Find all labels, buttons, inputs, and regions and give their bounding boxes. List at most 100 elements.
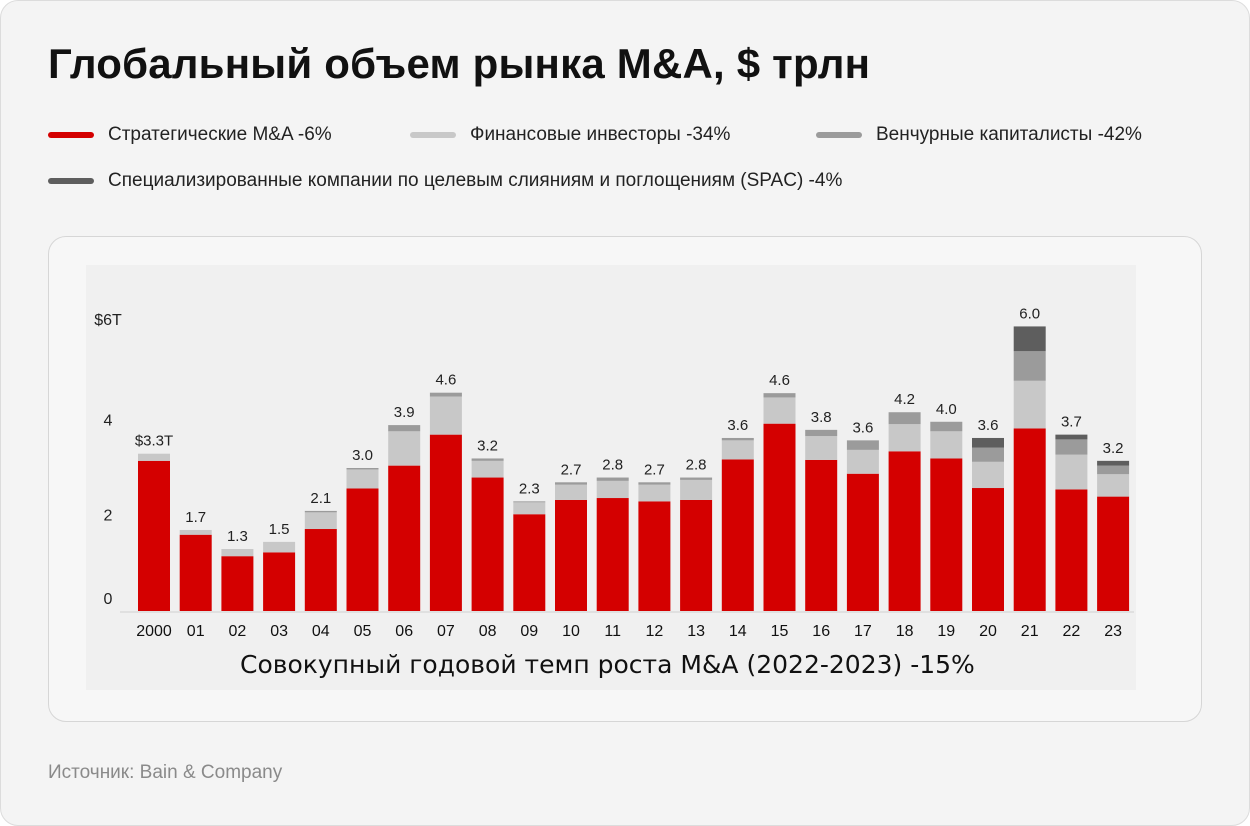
legend-swatch-venture <box>816 132 862 138</box>
x-tick-label: 18 <box>896 623 914 640</box>
x-tick-label: 21 <box>1021 623 1039 640</box>
bar-segment-strategic <box>179 534 212 611</box>
x-tick-label: 10 <box>562 623 580 640</box>
bar-total-label: 3.6 <box>727 417 748 434</box>
bar-total-label: 1.7 <box>185 509 206 526</box>
bar-segment-venture <box>972 447 1004 462</box>
bar-segment-strategic <box>1013 428 1046 611</box>
bar-segment-venture <box>429 392 462 397</box>
bar-segment-strategic <box>805 459 838 611</box>
bar-segment-financial <box>972 461 1004 489</box>
x-tick-label: 03 <box>270 623 288 640</box>
x-tick-label: 02 <box>229 623 247 640</box>
bar-segment-financial <box>429 396 462 435</box>
bar-segment-venture <box>805 429 838 437</box>
x-tick-label: 11 <box>604 623 621 640</box>
bar-total-label: 2.7 <box>561 461 582 478</box>
bar-segment-financial <box>1013 380 1046 429</box>
bar-total-label: 3.0 <box>352 447 373 464</box>
legend-item-spac: Специализированные компании по целевым с… <box>48 170 842 192</box>
legend-label-venture: Венчурные капиталисты -42% <box>876 124 1142 145</box>
bar-total-label: 6.0 <box>1019 305 1040 322</box>
bar-segment-strategic <box>763 423 796 611</box>
bar-segment-strategic <box>1097 496 1130 611</box>
bar-segment-venture <box>638 482 671 485</box>
y-tick-label: 0 <box>104 591 113 608</box>
legend-label-spac: Специализированные компании по целевым с… <box>108 170 843 191</box>
bar-segment-strategic <box>429 434 462 611</box>
bar-segment-strategic <box>471 477 504 611</box>
bar-segment-venture <box>513 501 546 503</box>
bar-total-label: 3.6 <box>978 417 999 434</box>
bar-segment-financial <box>763 397 796 424</box>
bar-total-label: 4.2 <box>894 391 915 408</box>
bar-segment-financial <box>930 431 963 459</box>
bar-segment-strategic <box>555 499 587 611</box>
legend-swatch-strategic <box>48 132 94 138</box>
bar-total-label: 2.8 <box>686 457 707 474</box>
legend-swatch-financial <box>410 132 456 138</box>
bar-segment-financial <box>555 484 587 500</box>
x-tick-label: 13 <box>687 623 705 640</box>
legend-item-strategic: Стратегические M&A -6% <box>48 124 332 146</box>
x-tick-label: 06 <box>395 623 413 640</box>
x-tick-label: 01 <box>187 623 205 640</box>
source-note: Источник: Bain & Company <box>48 762 283 783</box>
bar-segment-venture <box>596 477 629 481</box>
bar-total-label: 1.3 <box>227 528 248 545</box>
legend-label-financial: Финансовые инвесторы -34% <box>470 124 731 145</box>
bar-segment-financial <box>888 424 921 452</box>
x-tick-label: 22 <box>1063 623 1081 640</box>
bar-segment-venture <box>721 437 754 441</box>
bar-segment-venture <box>1055 439 1088 455</box>
bar-segment-venture <box>388 425 421 432</box>
bar-segment-financial <box>221 549 254 557</box>
bar-total-label: 3.2 <box>477 437 498 454</box>
bar-segment-financial <box>263 541 296 553</box>
chart-subtitle: Совокупный годовой темп роста M&A (2022-… <box>240 650 975 679</box>
y-tick-label: $6T <box>94 312 122 329</box>
bar-segment-strategic <box>888 451 921 611</box>
bar-segment-financial <box>596 480 629 499</box>
bar-segment-financial <box>304 512 337 530</box>
bar-segment-strategic <box>1055 489 1088 611</box>
x-tick-label: 08 <box>479 623 497 640</box>
bar-segment-financial <box>1055 454 1088 490</box>
bar-total-label: 4.6 <box>769 372 790 389</box>
bar-total-label: 1.5 <box>269 521 290 538</box>
bar-segment-financial <box>388 431 421 466</box>
bar-segment-financial <box>513 502 546 515</box>
bar-segment-venture <box>555 482 587 485</box>
bar-segment-financial <box>721 440 754 460</box>
x-tick-label: 23 <box>1104 623 1122 640</box>
bar-segment-financial <box>471 460 504 478</box>
x-tick-label: 19 <box>937 623 955 640</box>
bar-segment-venture <box>1097 465 1130 475</box>
bar-segment-strategic <box>513 514 546 611</box>
x-tick-label: 15 <box>771 623 789 640</box>
bar-segment-venture <box>1013 351 1046 381</box>
y-tick-label: 2 <box>104 508 113 525</box>
bar-segment-spac <box>1013 326 1046 352</box>
bar-segment-spac <box>972 437 1004 448</box>
bar-segment-strategic <box>846 473 879 611</box>
bar-segment-venture <box>680 477 713 480</box>
x-tick-label: 20 <box>979 623 997 640</box>
legend-item-venture: Венчурные капиталисты -42% <box>816 124 1142 146</box>
bar-segment-strategic <box>221 556 254 611</box>
bar-segment-venture <box>846 440 879 450</box>
bar-total-label: 4.0 <box>936 401 957 418</box>
bar-segment-venture <box>471 458 504 461</box>
bar-segment-venture <box>304 510 337 513</box>
legend-item-financial: Финансовые инвесторы -34% <box>410 124 730 146</box>
bar-total-label: 2.1 <box>310 490 331 507</box>
bar-segment-strategic <box>138 460 170 611</box>
x-tick-label: 14 <box>729 623 747 640</box>
x-tick-label: 12 <box>646 623 664 640</box>
bar-segment-financial <box>179 529 212 535</box>
bar-segment-venture <box>930 421 963 432</box>
bar-segment-strategic <box>346 488 379 611</box>
bar-segment-strategic <box>304 529 337 611</box>
bar-total-label: 3.2 <box>1103 440 1124 457</box>
